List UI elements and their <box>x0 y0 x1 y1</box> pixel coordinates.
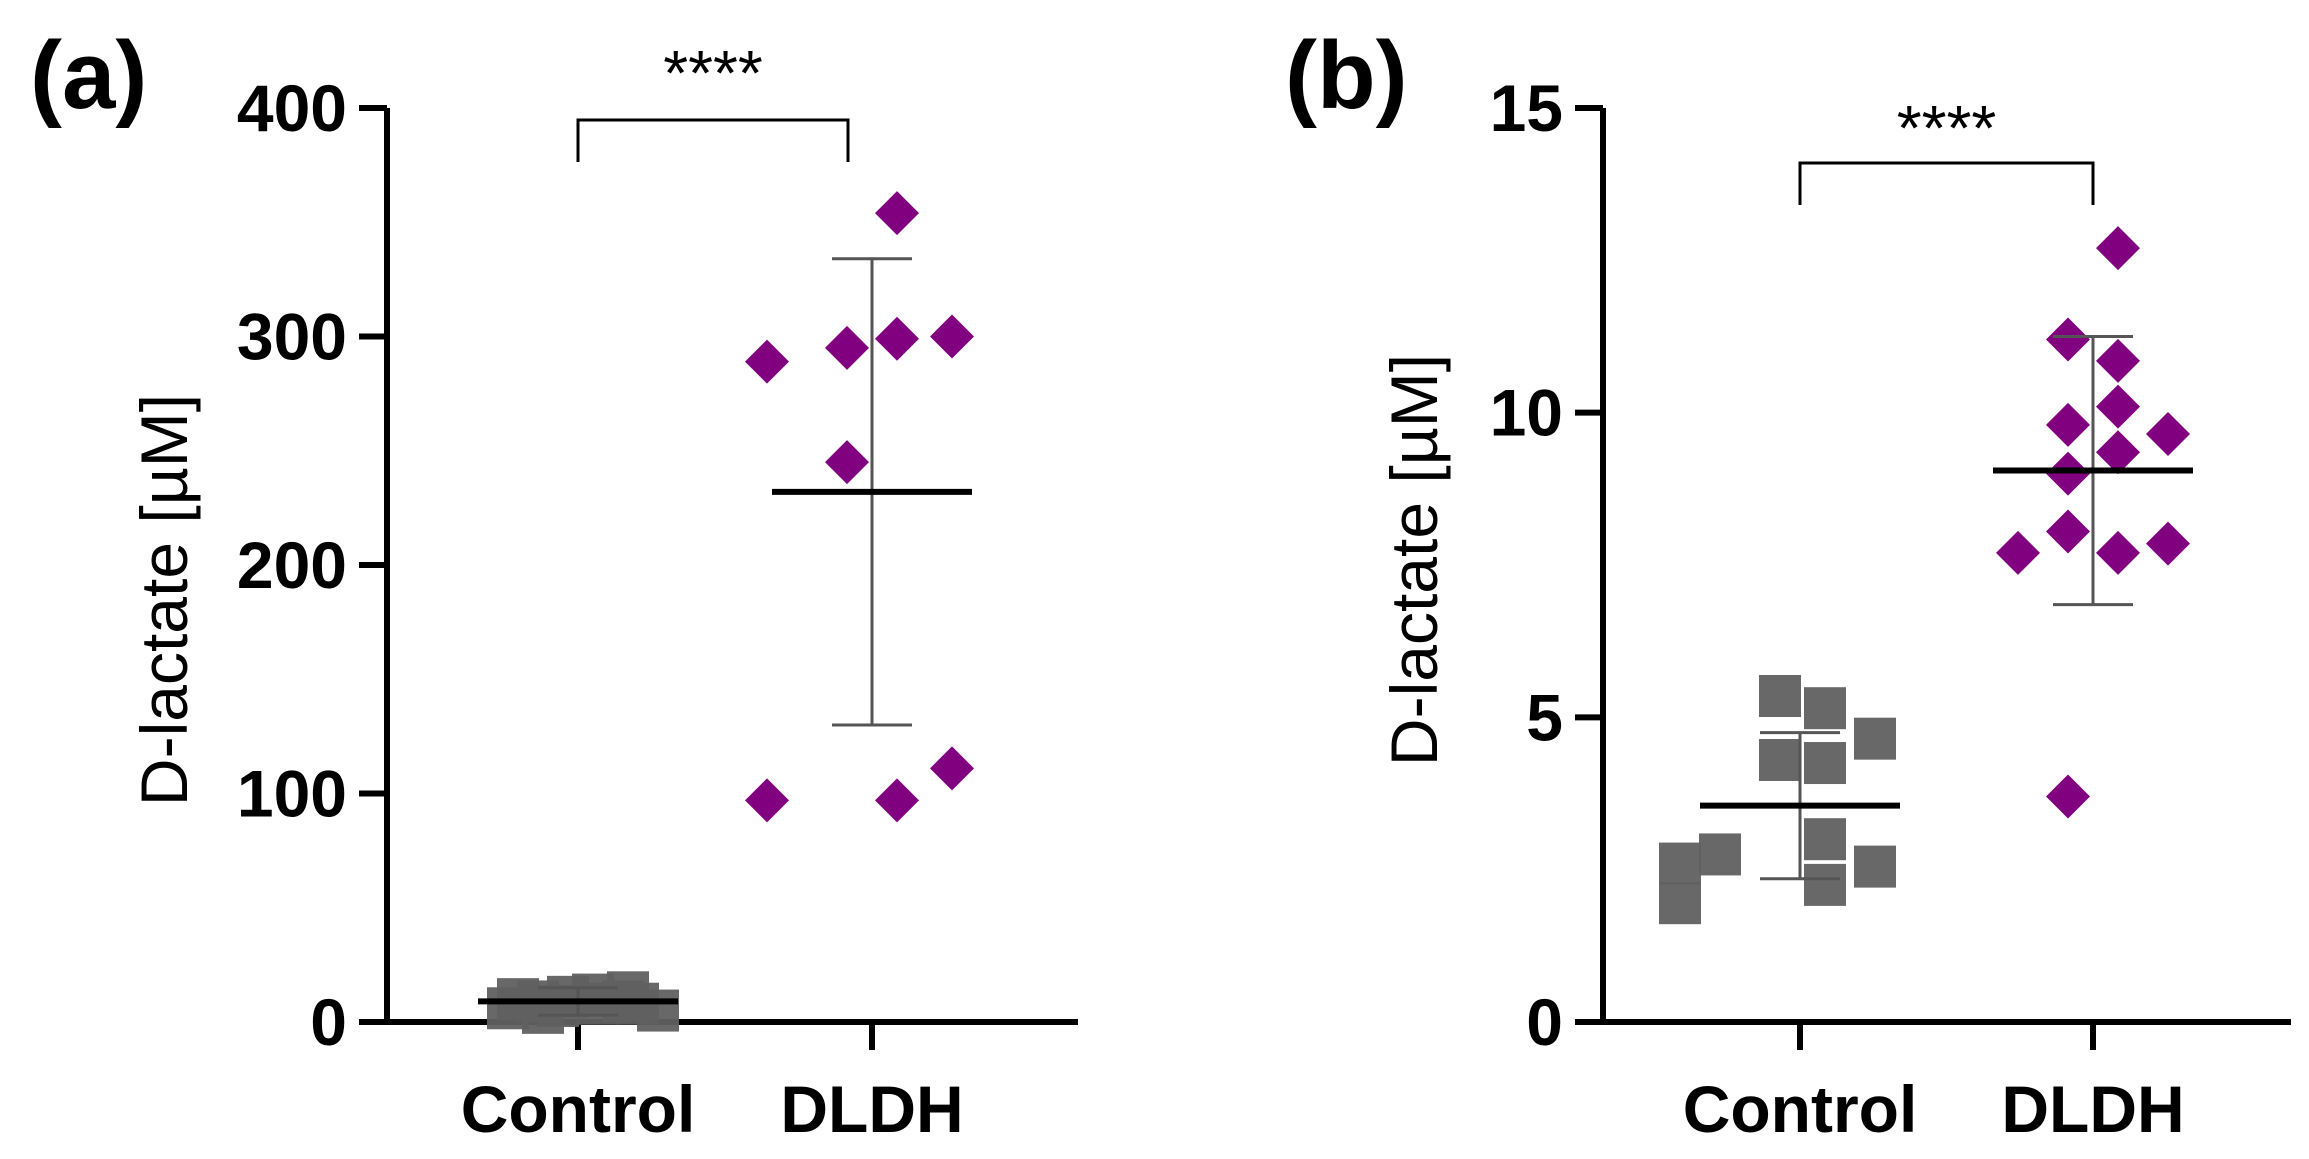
panel-b-axes <box>1600 108 2291 1025</box>
control-point <box>1659 842 1701 885</box>
x-tick-label: DLDH <box>780 1072 963 1146</box>
panel-a-points <box>487 191 974 1034</box>
panel-a-summary-bars <box>478 257 972 1017</box>
dldh-point <box>2096 530 2140 575</box>
panel-b-x-ticks: Control DLDH <box>1683 1022 2185 1146</box>
dldh-point <box>825 440 869 485</box>
x-tick-label: DLDH <box>2001 1072 2184 1146</box>
dldh-point <box>875 191 919 236</box>
panel-a-y-axis-label: D-lactate [µM] <box>127 394 201 806</box>
dldh-point <box>1996 530 2040 575</box>
dldh-point <box>875 316 919 361</box>
significance-bracket <box>576 118 850 162</box>
y-tick-label: 5 <box>1526 680 1563 754</box>
dldh-point <box>2146 521 2190 566</box>
y-tick-label: 300 <box>237 300 347 374</box>
dldh-point <box>2046 509 2090 554</box>
dldh-point <box>2046 402 2090 447</box>
dldh-point <box>745 339 789 384</box>
panel-b-summary-bars <box>1700 335 2193 881</box>
dldh-point <box>2096 338 2140 383</box>
y-tick-label: 100 <box>237 757 347 831</box>
y-tick-label: 400 <box>237 71 347 145</box>
panel-b-points <box>1659 226 2190 925</box>
control-point <box>1804 863 1846 906</box>
control-point <box>1854 845 1896 888</box>
control-point <box>1699 833 1741 876</box>
dldh-point <box>745 778 789 823</box>
dldh-point <box>2046 317 2090 362</box>
panel-b-chart: (b) D-lactate [µM] 0 5 10 15 Control DLDH **… <box>1285 22 2291 1146</box>
dldh-point <box>2096 384 2140 429</box>
dldh-point <box>825 325 869 370</box>
dldh-point <box>875 778 919 823</box>
control-point <box>1804 818 1846 861</box>
panel-a-axes <box>384 108 1078 1025</box>
dldh-point <box>930 314 974 359</box>
x-tick-label: Control <box>461 1072 696 1146</box>
x-tick-label: Control <box>1683 1072 1918 1146</box>
control-point <box>1804 742 1846 785</box>
dldh-point <box>2096 226 2140 271</box>
control-point <box>1804 687 1846 730</box>
y-tick-label: 15 <box>1490 71 1563 145</box>
control-point <box>522 991 564 1034</box>
panel-a-y-ticks: 0 100 200 300 400 <box>237 71 387 1059</box>
significance-bracket <box>1798 161 2095 205</box>
control-point <box>1659 882 1701 925</box>
y-tick-label: 10 <box>1490 376 1563 450</box>
panel-b-label: (b) <box>1285 22 1408 129</box>
panel-b-y-axis-label: D-lactate [µM] <box>1377 354 1451 766</box>
dldh-point <box>930 746 974 791</box>
panel-a-label: (a) <box>30 22 147 129</box>
dldh-point <box>2096 430 2140 475</box>
dldh-point <box>2046 451 2090 496</box>
dldh-point <box>2046 774 2090 819</box>
dldh-point <box>2146 411 2190 456</box>
control-point <box>1759 738 1801 781</box>
control-point <box>1854 717 1896 760</box>
control-point <box>1759 675 1801 718</box>
panel-a-chart: (a) D-lactate [µM] 0 100 200 300 400 Control… <box>30 22 1078 1146</box>
panel-b-significance: **** <box>1798 92 2095 205</box>
panel-a-significance: **** <box>576 37 850 162</box>
y-tick-label: 0 <box>310 985 347 1059</box>
y-tick-label: 0 <box>1526 985 1563 1059</box>
y-tick-label: 200 <box>237 528 347 602</box>
panel-a-x-ticks: Control DLDH <box>461 1022 964 1146</box>
panel-b-y-ticks: 0 5 10 15 <box>1490 71 1603 1059</box>
panel-b-significance-label: **** <box>1897 92 1997 164</box>
panel-a-significance-label: **** <box>663 37 763 109</box>
